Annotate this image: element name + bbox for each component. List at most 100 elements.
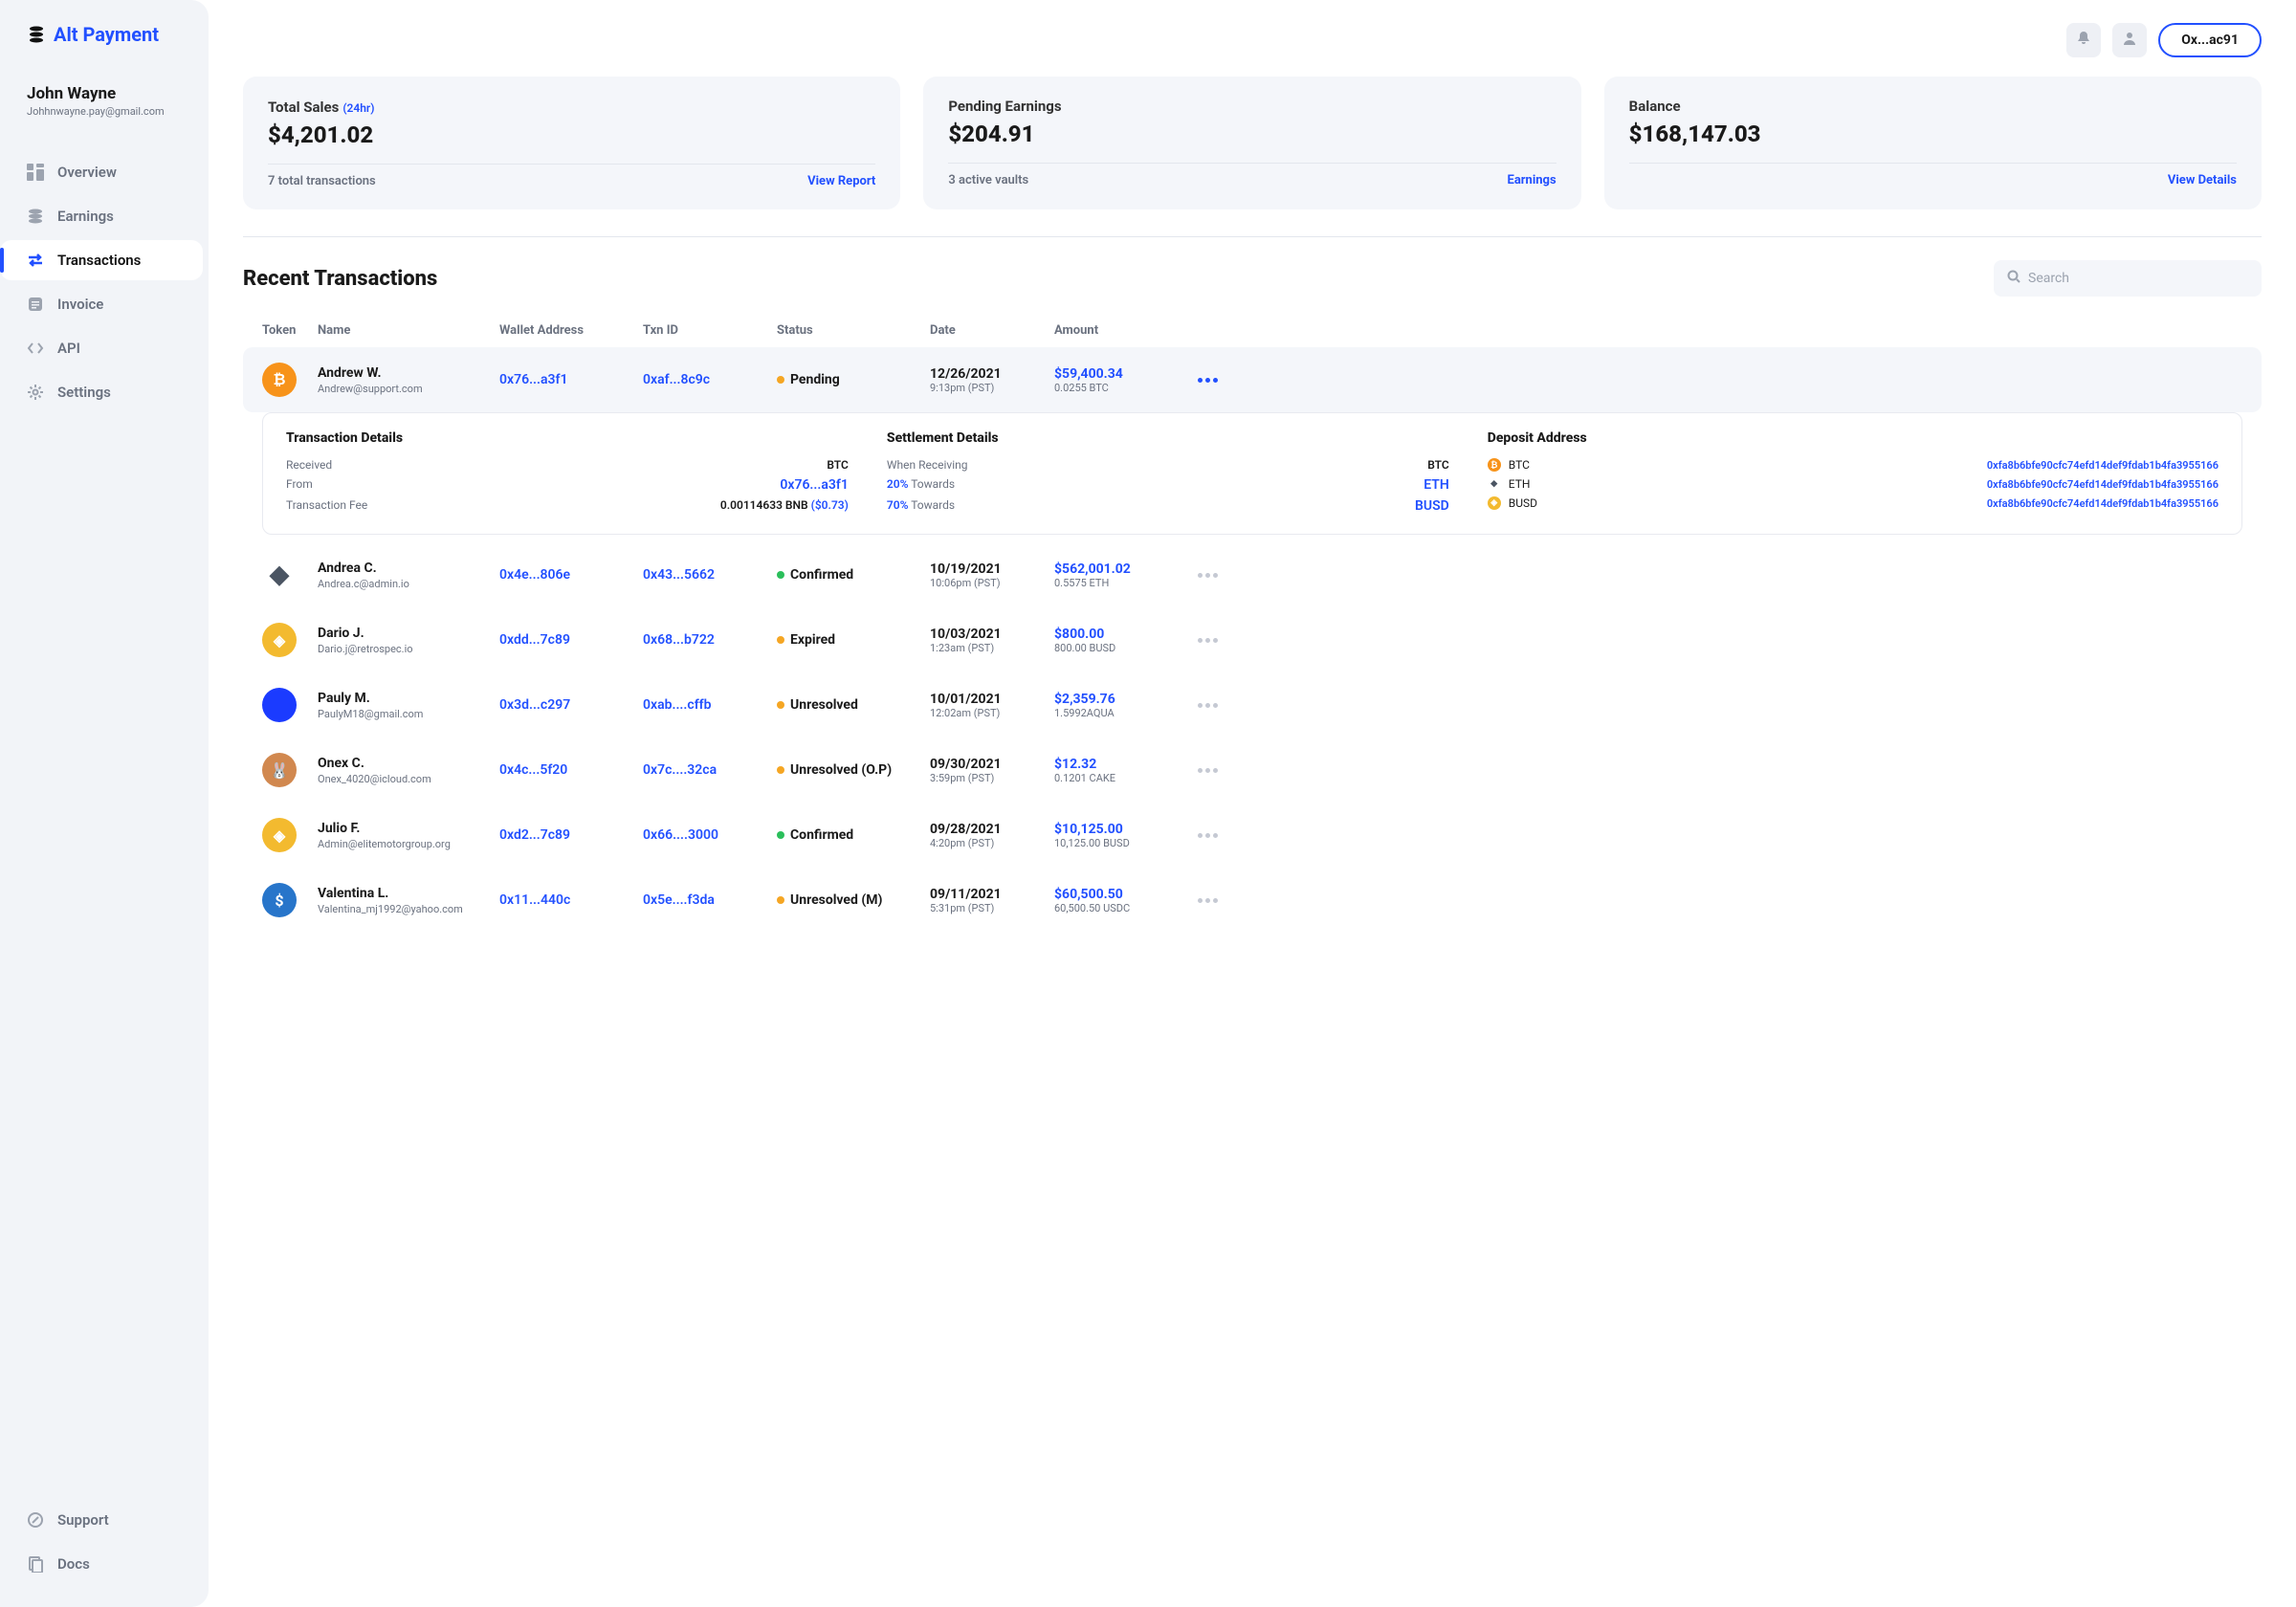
more-button[interactable]: [1188, 768, 1226, 773]
address-hash[interactable]: 0xfa8b6bfe90cfc74efd14def9fdab1b4fa39551…: [1987, 478, 2219, 491]
th-token: Token: [262, 323, 318, 338]
wallet-address[interactable]: 0x76...a3f1: [499, 372, 643, 387]
txn-id[interactable]: 0xab....cffb: [643, 697, 777, 713]
more-button[interactable]: [1188, 638, 1226, 643]
logo[interactable]: Alt Payment: [0, 23, 209, 46]
stat-title: Total Sales: [268, 99, 339, 116]
token-icon: ₿: [262, 363, 297, 397]
status-badge: Confirmed: [777, 827, 930, 843]
address-hash[interactable]: 0xfa8b6bfe90cfc74efd14def9fdab1b4fa39551…: [1987, 459, 2219, 472]
label: When Receiving: [887, 458, 968, 472]
row-email: Valentina_mj1992@yahoo.com: [318, 903, 499, 915]
th-txn: Txn ID: [643, 323, 777, 338]
label: ETH: [1509, 477, 1531, 491]
token-icon: ◈: [262, 623, 297, 657]
more-button[interactable]: [1188, 898, 1226, 903]
row-time: 4:20pm (PST): [930, 837, 1054, 849]
nav-transactions[interactable]: Transactions: [0, 240, 203, 280]
txn-id[interactable]: 0xaf...8c9c: [643, 372, 777, 387]
row-amount-sub: 0.0255 BTC: [1054, 382, 1188, 394]
status-badge: Unresolved: [777, 697, 930, 713]
wallet-address[interactable]: 0x4c...5f20: [499, 762, 643, 778]
bell-icon: [2076, 31, 2091, 50]
stats-row: Total Sales (24hr) $4,201.02 7 total tra…: [243, 77, 2262, 209]
txn-id[interactable]: 0x7c....32ca: [643, 762, 777, 778]
label: Transaction Fee: [286, 498, 367, 512]
status-badge: Pending: [777, 372, 930, 387]
table-row[interactable]: ₿ Andrew W. Andrew@support.com 0x76...a3…: [243, 347, 2262, 412]
tx-details: Transaction Details ReceivedBTC From0x76…: [286, 430, 849, 517]
address-hash[interactable]: 0xfa8b6bfe90cfc74efd14def9fdab1b4fa39551…: [1987, 497, 2219, 510]
row-name: Pauly M.: [318, 691, 499, 706]
topbar: Ox...ac91: [243, 23, 2262, 57]
th-name: Name: [318, 323, 499, 338]
more-button[interactable]: [1188, 378, 1226, 383]
more-button[interactable]: [1188, 573, 1226, 578]
stat-footer: 3 active vaults: [948, 173, 1028, 187]
label: From: [286, 477, 313, 493]
row-name: Dario J.: [318, 626, 499, 641]
row-amount-sub: 10,125.00 BUSD: [1054, 837, 1188, 849]
table-row[interactable]: 🐰 Onex C. Onex_4020@icloud.com 0x4c...5f…: [243, 737, 2262, 803]
details-title: Settlement Details: [887, 430, 1449, 446]
value: BUSD: [1415, 498, 1449, 514]
row-date: 09/11/2021: [930, 887, 1054, 902]
txn-id[interactable]: 0x68...b722: [643, 632, 777, 648]
nav-overview[interactable]: Overview: [0, 152, 209, 192]
nav-api[interactable]: API: [0, 328, 209, 368]
wallet-address[interactable]: 0x11...440c: [499, 892, 643, 908]
row-email: Andrew@support.com: [318, 383, 499, 395]
stat-link[interactable]: View Report: [807, 174, 875, 188]
nav-docs[interactable]: Docs: [0, 1544, 209, 1584]
nav-label: Earnings: [57, 208, 114, 225]
row-date: 12/26/2021: [930, 366, 1054, 382]
nav-earnings[interactable]: Earnings: [0, 196, 209, 236]
wallet-address[interactable]: 0xd2...7c89: [499, 827, 643, 843]
user-icon: [2122, 31, 2137, 50]
nav-settings[interactable]: Settings: [0, 372, 209, 412]
user-email: Johhnwayne.pay@gmail.com: [27, 105, 182, 118]
invoice-icon: [27, 296, 44, 313]
row-email: Admin@elitemotorgroup.org: [318, 838, 499, 850]
table-row[interactable]: $ Valentina L. Valentina_mj1992@yahoo.co…: [243, 868, 2262, 933]
nav-label: Invoice: [57, 296, 103, 313]
row-amount: $60,500.50: [1054, 887, 1188, 902]
wallet-button[interactable]: Ox...ac91: [2158, 23, 2262, 57]
txn-id[interactable]: 0x66....3000: [643, 827, 777, 843]
profile-button[interactable]: [2112, 23, 2147, 57]
notifications-button[interactable]: [2066, 23, 2101, 57]
value[interactable]: 0x76...a3f1: [780, 477, 849, 493]
user-block: John Wayne Johhnwayne.pay@gmail.com: [0, 84, 209, 118]
nav-invoice[interactable]: Invoice: [0, 284, 209, 324]
label: 70% Towards: [887, 498, 955, 514]
stat-link[interactable]: Earnings: [1508, 173, 1556, 187]
search-icon: [2007, 270, 2020, 287]
main: Ox...ac91 Total Sales (24hr) $4,201.02 7…: [209, 0, 2296, 1607]
more-button[interactable]: [1188, 833, 1226, 838]
search-input[interactable]: Search: [1994, 260, 2262, 297]
status-badge: Unresolved (O.P): [777, 762, 930, 778]
wallet-address[interactable]: 0x3d...c297: [499, 697, 643, 713]
more-button[interactable]: [1188, 703, 1226, 708]
stat-title: Pending Earnings: [948, 98, 1556, 115]
txn-id[interactable]: 0x5e....f3da: [643, 892, 777, 908]
table-row[interactable]: ◈ Dario J. Dario.j@retrospec.io 0xdd...7…: [243, 607, 2262, 672]
label: 20% Towards: [887, 477, 955, 493]
stat-link[interactable]: View Details: [2168, 173, 2237, 187]
dashboard-icon: [27, 164, 44, 181]
row-amount: $562,001.02: [1054, 561, 1188, 577]
row-amount-sub: 60,500.50 USDC: [1054, 902, 1188, 914]
transactions-table: Token Name Wallet Address Txn ID Status …: [243, 314, 2262, 933]
table-row[interactable]: ◈ Julio F. Admin@elitemotorgroup.org 0xd…: [243, 803, 2262, 868]
nav-support[interactable]: Support: [0, 1500, 209, 1540]
token-icon: ◆: [262, 558, 297, 592]
table-row[interactable]: Pauly M. PaulyM18@gmail.com 0x3d...c297 …: [243, 672, 2262, 737]
stat-pending: Pending Earnings $204.91 3 active vaults…: [923, 77, 1580, 209]
txn-id[interactable]: 0x43...5662: [643, 567, 777, 583]
wallet-address[interactable]: 0xdd...7c89: [499, 632, 643, 648]
wallet-address[interactable]: 0x4e...806e: [499, 567, 643, 583]
gear-icon: [27, 384, 44, 401]
table-row[interactable]: ◆ Andrea C. Andrea.c@admin.io 0x4e...806…: [243, 542, 2262, 607]
status-badge: Expired: [777, 632, 930, 648]
stat-sub: (24hr): [342, 101, 374, 115]
